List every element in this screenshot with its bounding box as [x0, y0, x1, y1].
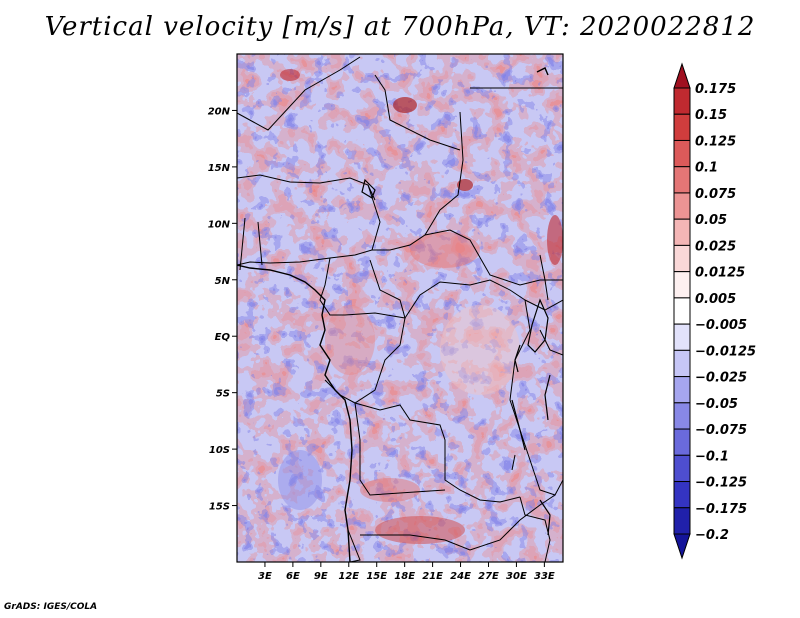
lakes	[361, 178, 551, 536]
x-tick-label: 12E	[338, 571, 359, 582]
x-tick-label: 6E	[286, 571, 300, 582]
colorbar-swatch	[673, 87, 691, 115]
y-tick-label: 15S	[209, 502, 230, 513]
colorbar-swatch	[673, 139, 691, 168]
colorbar-swatch	[673, 481, 691, 509]
chart-title: Vertical velocity [m/s] at 700hPa, VT: 2…	[44, 12, 756, 42]
colorbar-swatch	[673, 428, 691, 456]
map-axes: 3E 6E 9E 12E 15E 18E 21E 24E 27E 30E 33E 20N 15N 10N 5…	[208, 106, 555, 582]
colorbar-swatch	[673, 507, 691, 535]
y-tick-label: 10S	[209, 445, 230, 456]
coastline	[237, 67, 549, 562]
colorbar-swatch	[673, 376, 691, 404]
colorbar-cap-bottom	[673, 533, 691, 560]
colorbar-label: 0.1	[695, 161, 718, 176]
x-tick-label: 27E	[478, 571, 499, 582]
grads-credit: GrADS: IGES/COLA	[4, 602, 98, 612]
x-tick-label: 30E	[506, 571, 527, 582]
colorbar-label: −0.2	[695, 528, 729, 543]
colorbar-label: 0.005	[695, 292, 736, 307]
colorbar-label: −0.075	[695, 423, 747, 438]
colorbar: 0.175 0.15 0.125 0.1 0.075 0.05 0.025 0.0125 0.0…	[673, 62, 756, 560]
y-tick-label: 5N	[215, 276, 231, 287]
colorbar-label: 0.025	[695, 239, 736, 254]
colorbar-swatch	[673, 113, 691, 141]
colorbar-label: 0.125	[695, 134, 736, 149]
y-tick-label: 5S	[216, 389, 230, 400]
colorbar-label: 0.15	[695, 108, 727, 123]
colorbar-swatch	[673, 192, 691, 220]
colorbar-label: −0.025	[695, 371, 747, 386]
y-tick-label: 15N	[208, 163, 231, 174]
colorbar-swatch	[673, 218, 691, 246]
y-tick-label: EQ	[215, 332, 231, 343]
colorbar-label: −0.05	[695, 397, 738, 412]
x-tick-label: 18E	[394, 571, 415, 582]
velocity-field	[237, 54, 563, 562]
y-tick-label: 10N	[208, 219, 231, 230]
colorbar-swatch	[673, 349, 691, 378]
colorbar-label: 0.0125	[695, 266, 745, 281]
colorbar-label: 0.075	[695, 187, 736, 202]
x-tick-label: 33E	[534, 571, 555, 582]
colorbar-label: −0.175	[695, 502, 747, 517]
colorbar-swatch	[673, 244, 691, 273]
x-tick-label: 24E	[450, 571, 471, 582]
colorbar-swatch	[673, 271, 691, 299]
colorbar-label: −0.1	[695, 449, 729, 464]
x-tick-label: 21E	[422, 571, 443, 582]
map-frame	[236, 53, 564, 563]
colorbar-swatch	[673, 166, 691, 194]
colorbar-label: −0.125	[695, 476, 747, 491]
x-tick-label: 3E	[258, 571, 272, 582]
colorbar-label: −0.0125	[695, 344, 756, 359]
colorbar-label: 0.05	[695, 213, 727, 228]
x-tick-label: 9E	[314, 571, 328, 582]
colorbar-cap-top	[673, 62, 691, 89]
x-tick-label: 15E	[366, 571, 387, 582]
colorbar-label: 0.175	[695, 82, 736, 97]
colorbar-swatch	[673, 323, 691, 351]
colorbar-label: −0.005	[695, 318, 747, 333]
y-tick-label: 20N	[208, 106, 231, 117]
colorbar-swatch	[673, 454, 691, 483]
colorbar-swatch	[673, 402, 691, 430]
colorbar-swatch	[673, 297, 691, 325]
